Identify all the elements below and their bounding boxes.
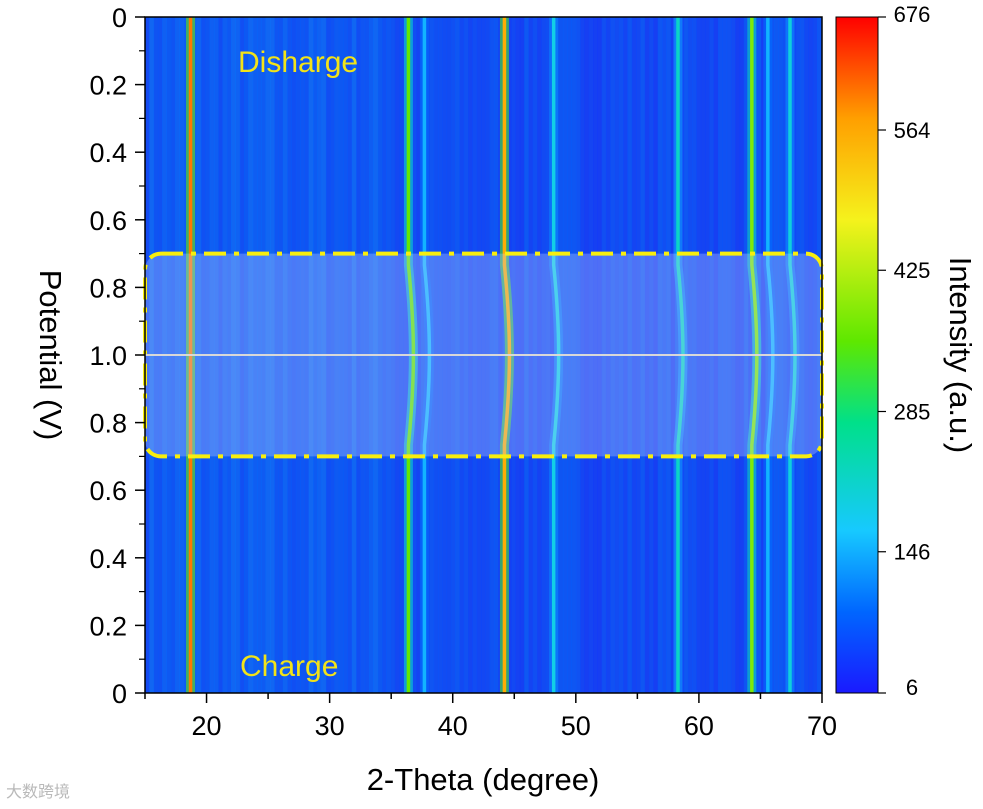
colorbar-tick-label: 6 <box>906 675 918 700</box>
colorbar-tick-label: 564 <box>894 118 931 143</box>
y-tick-label: 0.8 <box>89 273 127 303</box>
x-tick-label: 40 <box>438 711 468 741</box>
colorbar-ticks: 6 146 285 425 564 676 <box>878 2 930 700</box>
y-tick-label: 0.6 <box>89 206 127 236</box>
colorbar-tick-label: 676 <box>894 2 931 27</box>
y-tick-label: 0.4 <box>89 544 127 574</box>
colorbar-tick-label: 146 <box>894 540 931 565</box>
colorbar-tick-label: 285 <box>894 400 931 425</box>
x-axis-title: 2-Theta (degree) <box>367 762 600 797</box>
colorbar-tick-label: 425 <box>894 258 931 283</box>
x-tick-label: 70 <box>807 711 837 741</box>
colorbar-title: Intensity (a.u.) <box>943 257 978 453</box>
colorbar <box>835 16 879 694</box>
x-axis: 20 30 40 50 60 70 <box>144 693 837 741</box>
y-tick-label: 0 <box>112 3 127 33</box>
x-tick-label: 20 <box>192 711 222 741</box>
y-tick-label: 0.6 <box>89 476 127 506</box>
x-tick-label: 60 <box>684 711 714 741</box>
y-tick-label: 0 <box>112 679 127 709</box>
discharge-label: Disharge <box>238 46 358 79</box>
y-axis: 0 0.2 0.4 0.6 0.8 1.0 0.8 0.6 0.4 0.2 0 <box>89 3 145 709</box>
x-tick-label: 30 <box>315 711 345 741</box>
charge-label: Charge <box>240 650 338 683</box>
x-tick-label: 50 <box>561 711 591 741</box>
y-tick-label: 0.4 <box>89 138 127 168</box>
y-tick-label: 0.2 <box>89 611 127 641</box>
watermark: 大数跨境 <box>6 782 71 801</box>
y-axis-title: Potential (V) <box>33 270 68 441</box>
y-tick-label: 1.0 <box>89 341 127 371</box>
y-tick-label: 0.2 <box>89 71 127 101</box>
y-tick-label: 0.8 <box>89 409 127 439</box>
